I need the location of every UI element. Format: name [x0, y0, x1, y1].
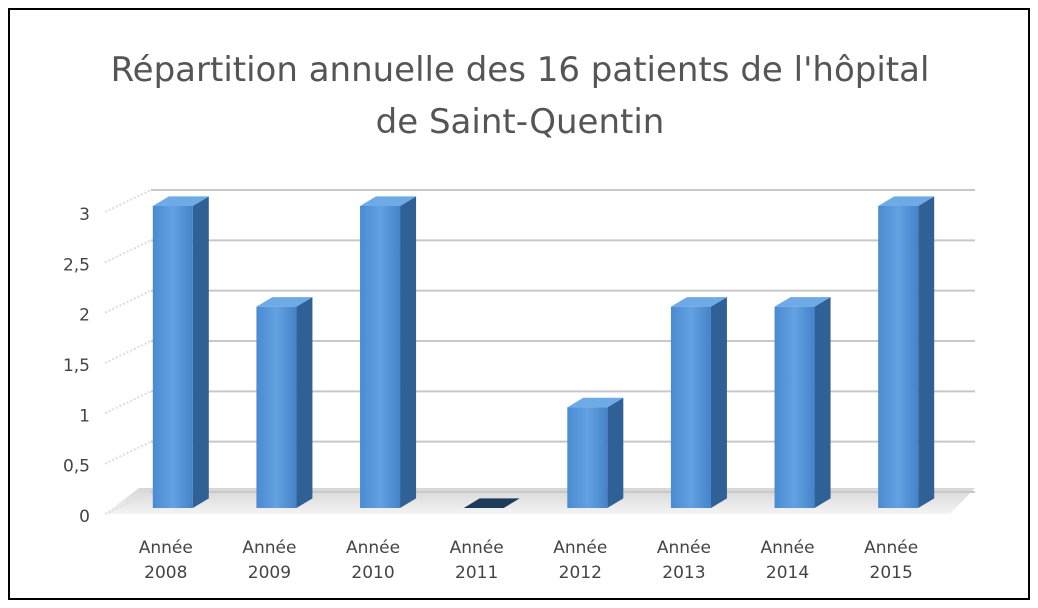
bar-top	[256, 297, 313, 307]
bar-top	[567, 397, 624, 408]
y-tick-label: 3	[79, 205, 90, 225]
grid-line-side	[104, 289, 152, 314]
x-tick-label: Année 2011	[449, 538, 504, 583]
grid-line-side	[104, 189, 152, 213]
y-tick-label: 0,5	[63, 457, 90, 477]
bar-side	[296, 297, 313, 508]
y-tick-label: 1,5	[63, 356, 90, 376]
y-tick-label: 2	[79, 306, 90, 326]
grid-line-side	[104, 239, 152, 264]
bar	[360, 206, 401, 508]
bar-side	[192, 196, 209, 508]
x-tick-label: Année 2010	[346, 538, 401, 583]
floor	[105, 488, 975, 514]
bar-top	[774, 297, 831, 307]
bar-top	[670, 297, 727, 307]
bar-side	[400, 196, 417, 508]
x-tick-label: Année 2015	[864, 538, 919, 583]
grid-line-side	[104, 390, 152, 415]
grid-line-side	[104, 340, 152, 364]
bar-top	[463, 498, 520, 508]
bar	[567, 407, 608, 508]
bar-top	[152, 196, 209, 206]
x-tick-label: Année 2012	[553, 538, 608, 583]
bar-side	[814, 297, 831, 508]
bar-top	[360, 196, 417, 206]
x-tick-label: Année 2008	[138, 538, 193, 583]
bar	[256, 306, 297, 508]
x-tick-label: Année 2014	[760, 538, 815, 583]
x-tick-label: Année 2013	[656, 538, 711, 583]
bar-side	[607, 397, 624, 508]
x-tick-label: Année 2009	[242, 538, 297, 583]
bar	[878, 206, 919, 508]
y-tick-label: 0	[79, 507, 90, 527]
bar	[774, 306, 815, 508]
bar	[152, 206, 193, 508]
y-tick-label: 1	[79, 406, 90, 426]
bar-top	[878, 196, 935, 206]
y-tick-label: 2,5	[63, 255, 90, 275]
chart-title: Répartition annuelle des 16 patients de …	[110, 50, 930, 142]
grid-line-side	[104, 491, 152, 515]
grid-line-side	[104, 440, 152, 465]
bar-side	[918, 196, 935, 508]
bar	[670, 306, 711, 508]
bar-side	[710, 297, 727, 508]
